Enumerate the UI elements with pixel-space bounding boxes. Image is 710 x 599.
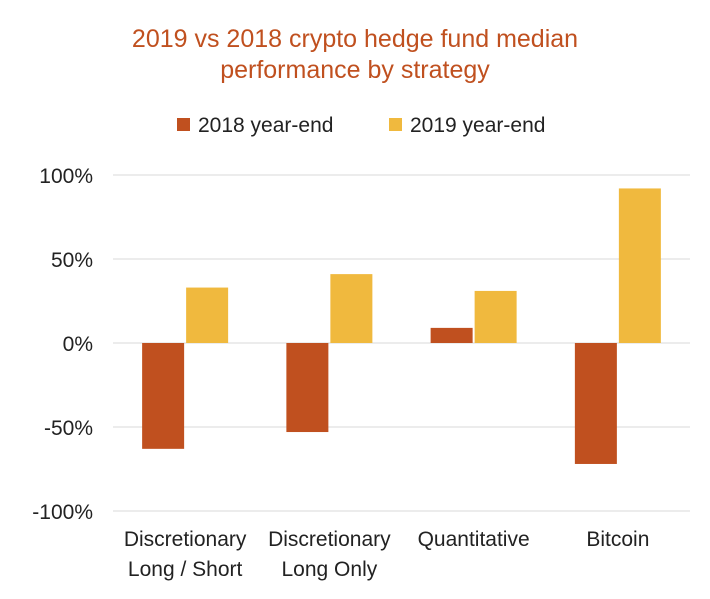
bar bbox=[574, 343, 617, 464]
y-tick-label: -50% bbox=[44, 417, 93, 440]
legend-label: 2019 year-end bbox=[410, 114, 545, 137]
category-label: Bitcoin bbox=[586, 528, 649, 551]
legend-swatch bbox=[389, 118, 402, 131]
legend-swatch bbox=[177, 118, 190, 131]
bars bbox=[142, 188, 661, 464]
y-tick-label: 100% bbox=[39, 165, 93, 188]
chart-title-line: performance by strategy bbox=[220, 56, 490, 84]
bar bbox=[618, 188, 661, 343]
bar bbox=[430, 327, 473, 343]
chart-title: 2019 vs 2018 crypto hedge fund median per… bbox=[132, 25, 578, 84]
category-label: Discretionary bbox=[124, 528, 247, 551]
chart-title-line: 2019 vs 2018 crypto hedge fund median bbox=[132, 25, 578, 53]
bar bbox=[142, 343, 185, 449]
bar bbox=[474, 290, 517, 343]
x-axis-categories: Discretionary Long / Short Discretionary Lo… bbox=[124, 528, 650, 581]
category-label: Long / Short bbox=[128, 558, 243, 581]
y-tick-label: 50% bbox=[51, 249, 93, 272]
category-label: Discretionary bbox=[268, 528, 391, 551]
y-tick-label: 0% bbox=[63, 333, 93, 356]
bar bbox=[186, 287, 229, 343]
category-label: Long Only bbox=[282, 558, 378, 581]
category-label: Quantitative bbox=[418, 528, 530, 551]
y-tick-label: -100% bbox=[32, 501, 93, 524]
legend-label: 2018 year-end bbox=[198, 114, 333, 137]
legend: 2018 year-end 2019 year-end bbox=[177, 114, 545, 137]
y-axis-ticks: 100% 50% 0% -50% -100% bbox=[32, 165, 93, 524]
bar bbox=[330, 274, 373, 343]
bar bbox=[286, 343, 329, 433]
